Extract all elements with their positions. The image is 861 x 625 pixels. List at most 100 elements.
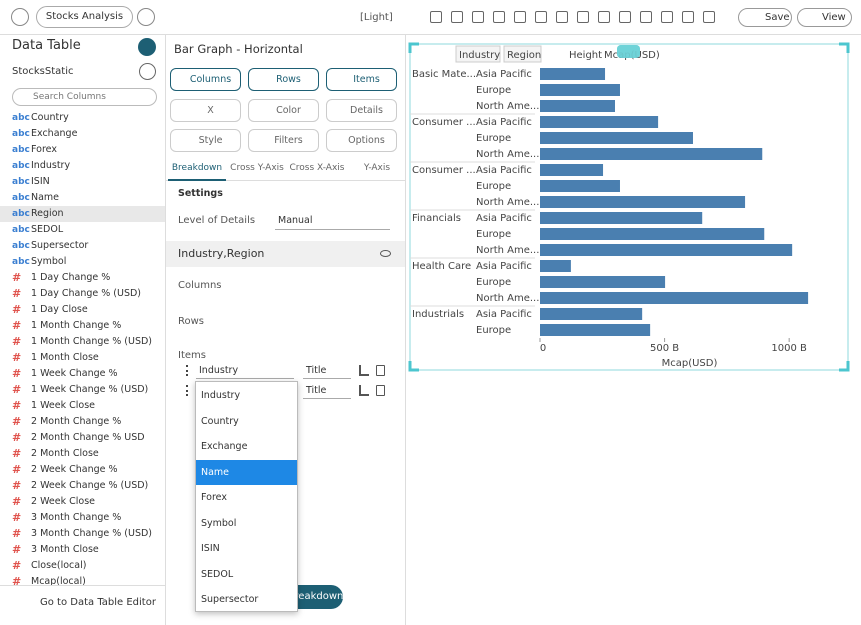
dropdown-option[interactable]: Exchange (201, 441, 248, 452)
field-name: 1 Month Change % (31, 320, 122, 331)
delete-icon[interactable] (376, 385, 385, 396)
field-row[interactable]: #1 Day Close (0, 302, 165, 318)
field-row[interactable]: #1 Week Close (0, 398, 165, 414)
delete-icon[interactable] (376, 365, 385, 376)
option-button[interactable]: Color (248, 99, 319, 122)
search-box[interactable]: Search Columns (12, 88, 157, 106)
toolbar-icon[interactable] (451, 11, 463, 23)
toolbar-icon[interactable] (703, 11, 715, 23)
group-label: Basic Mate... (412, 69, 476, 80)
field-row[interactable]: #2 Month Change % (0, 414, 165, 430)
toolbar-icon[interactable] (514, 11, 526, 23)
field-row[interactable]: abc Name (0, 190, 165, 206)
item-mode[interactable]: Title (303, 363, 351, 379)
drag-handle[interactable] (186, 385, 188, 396)
option-button[interactable]: Style (170, 129, 241, 152)
field-row[interactable]: abc ISIN (0, 174, 165, 190)
option-button[interactable]: Filters (248, 129, 319, 152)
field-row[interactable]: abc Supersector (0, 238, 165, 254)
field-row[interactable]: #2 Week Close (0, 494, 165, 510)
field-name: 2 Month Change % (31, 416, 122, 427)
toolbar-icon[interactable] (535, 11, 547, 23)
field-row[interactable]: abc Region (0, 206, 165, 222)
dropdown-option[interactable]: Country (201, 415, 239, 427)
dropdown-option[interactable]: Symbol (201, 517, 237, 529)
back-button[interactable] (11, 8, 29, 26)
drag-handle[interactable] (186, 365, 188, 376)
toolbar-icon[interactable] (472, 11, 484, 23)
shelf-button[interactable]: Rows (248, 68, 319, 91)
tab[interactable]: Cross Y-Axis (230, 163, 284, 173)
field-row[interactable]: #1 Month Close (0, 350, 165, 366)
field-name: 2 Month Close (31, 448, 99, 459)
field-row[interactable]: #3 Month Change % (0, 510, 165, 526)
level-select[interactable]: Manual (275, 213, 390, 230)
chart-toolbar-item: Height (569, 50, 602, 61)
add-button[interactable] (138, 38, 156, 56)
toolbar-icon[interactable] (556, 11, 568, 23)
tab[interactable]: Stocks Analysis (36, 6, 133, 28)
dropdown-option[interactable]: Name (196, 459, 297, 485)
field-row[interactable]: #1 Week Change % (USD) (0, 382, 165, 398)
field-row[interactable]: #1 Month Change % (USD) (0, 334, 165, 350)
shelf-button[interactable]: Columns (170, 68, 241, 91)
field-row[interactable]: #2 Week Change % (USD) (0, 478, 165, 494)
sort-icon[interactable] (359, 365, 369, 376)
tab[interactable]: Cross X-Axis (289, 163, 345, 173)
field-row[interactable]: abc Industry (0, 158, 165, 174)
bar (540, 180, 620, 192)
field-row[interactable]: #1 Week Change % (0, 366, 165, 382)
field-row[interactable]: # Close(local) (0, 558, 165, 574)
dropdown-option[interactable]: Forex (201, 492, 227, 503)
field-row[interactable]: #1 Day Change % (0, 270, 165, 286)
field-row[interactable]: #2 Week Change % (0, 462, 165, 478)
toolbar-icon[interactable] (682, 11, 694, 23)
option-button[interactable]: X (170, 99, 241, 122)
toolbar-icon[interactable] (640, 11, 652, 23)
bar (540, 100, 615, 112)
field-row[interactable]: # Mcap(local) (0, 574, 165, 585)
x-tick-label: 500 B (650, 343, 679, 354)
field-row[interactable]: abc Exchange (0, 126, 165, 142)
view-button[interactable]: View (797, 8, 852, 27)
dropdown-option[interactable]: Industry (201, 390, 241, 401)
field-row[interactable]: abc Symbol (0, 254, 165, 270)
dropdown-option[interactable]: Supersector (201, 594, 259, 605)
dropdown-option[interactable]: ISIN (201, 543, 220, 554)
field-row[interactable]: abc Country (0, 110, 165, 126)
sort-icon[interactable] (359, 385, 369, 396)
tab[interactable]: Breakdown (171, 163, 223, 173)
toolbar-icon[interactable] (598, 11, 610, 23)
toolbar-icon[interactable] (577, 11, 589, 23)
add-tab[interactable] (137, 8, 155, 26)
category-label: North Ame... (476, 293, 539, 304)
save-button[interactable]: Save (738, 8, 792, 27)
toolbar-icon[interactable] (493, 11, 505, 23)
field-row[interactable]: #2 Month Close (0, 446, 165, 462)
toolbar-icon[interactable] (661, 11, 673, 23)
dropdown-option[interactable]: SEDOL (201, 568, 234, 580)
category-label: North Ame... (476, 149, 539, 160)
field-row[interactable]: #1 Month Change % (0, 318, 165, 334)
field-row[interactable]: #1 Day Change % (USD) (0, 286, 165, 302)
toolbar-icon[interactable] (619, 11, 631, 23)
field-row[interactable]: #3 Month Close (0, 542, 165, 558)
option-button[interactable]: Options (326, 129, 397, 152)
toolbar-icon[interactable] (430, 11, 442, 23)
footer-link[interactable]: Go to Data Table Editor (40, 597, 156, 608)
source-edit[interactable] (139, 63, 156, 80)
item-field[interactable]: Industry (196, 363, 294, 379)
field-row[interactable]: #3 Month Change % (USD) (0, 526, 165, 542)
x-axis-title: Mcap(USD) (662, 358, 718, 369)
field-row[interactable]: abc Forex (0, 142, 165, 158)
eye-icon[interactable] (380, 250, 391, 257)
field-row[interactable]: abc SEDOL (0, 222, 165, 238)
option-button[interactable]: Details (326, 99, 397, 122)
source[interactable]: StocksStatic (12, 66, 74, 77)
tab[interactable]: Y-Axis (363, 163, 391, 173)
field-type: # (12, 271, 22, 284)
shelf-button[interactable]: Items (326, 68, 397, 91)
item-mode[interactable]: Title (303, 383, 351, 399)
field-name: 1 Week Change % (31, 368, 118, 379)
field-row[interactable]: #2 Month Change % USD (0, 430, 165, 446)
